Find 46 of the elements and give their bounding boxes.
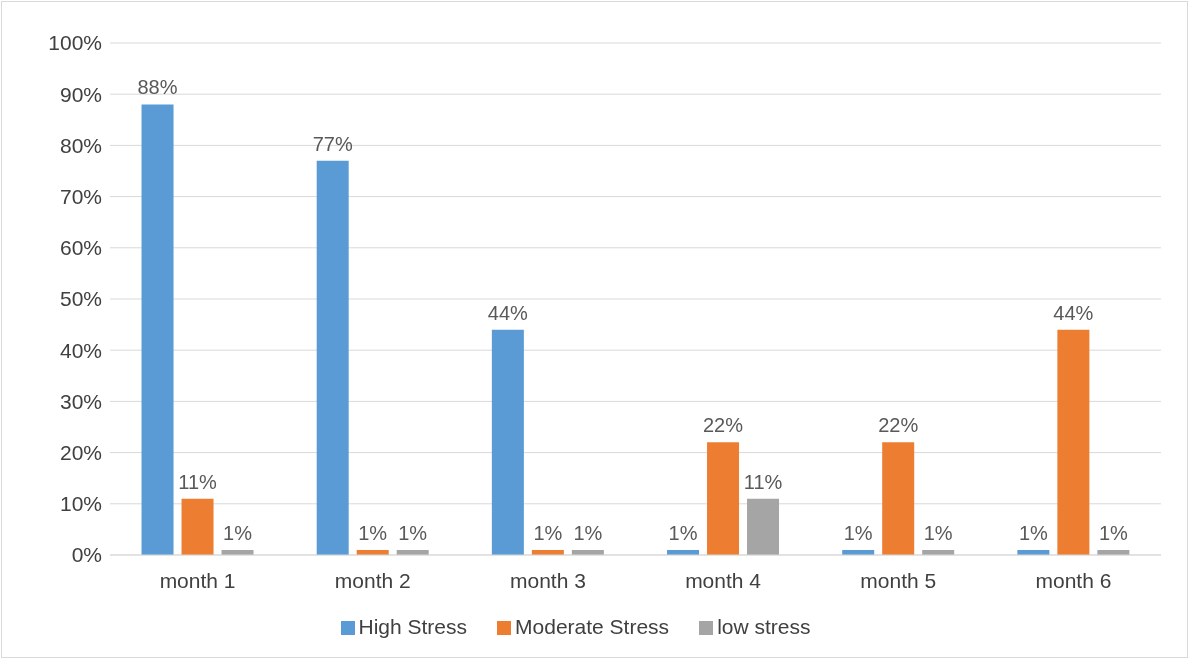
x-tick-label: month 3: [509, 568, 586, 592]
data-label: 44%: [487, 301, 529, 324]
bar: [181, 498, 214, 555]
bar: [707, 442, 740, 555]
data-label: 11%: [178, 470, 218, 493]
data-label: 1%: [923, 521, 953, 544]
data-label: 1%: [843, 521, 873, 544]
bar: [491, 329, 524, 555]
data-label: 1%: [668, 521, 698, 544]
data-label: 11%: [743, 470, 783, 493]
bar: [882, 442, 915, 555]
data-label: 1%: [1098, 521, 1129, 544]
y-tick-label: 90%: [59, 82, 102, 106]
bar: [1057, 329, 1090, 555]
bar: [316, 160, 349, 555]
y-tick-label: 10%: [59, 492, 102, 516]
data-label: 1%: [533, 521, 563, 544]
y-tick-label: 60%: [59, 236, 102, 260]
y-tick-label: 70%: [59, 185, 102, 209]
data-label: 1%: [358, 521, 388, 544]
data-label: 1%: [398, 521, 428, 544]
y-tick-label: 50%: [59, 287, 102, 311]
legend-label: High Stress: [358, 615, 468, 638]
data-label: 44%: [1053, 301, 1094, 324]
x-tick-label: month 5: [860, 568, 937, 592]
y-tick-label: 20%: [59, 441, 102, 465]
legend-label: low stress: [717, 615, 811, 638]
data-label: 88%: [137, 76, 178, 99]
y-tick-label: 0%: [71, 543, 102, 567]
x-tick-label: month 1: [159, 568, 236, 592]
legend-label: Moderate Stress: [515, 615, 670, 638]
y-tick-label: 80%: [59, 133, 102, 157]
bar: [747, 498, 780, 555]
data-label: 1%: [1018, 521, 1049, 544]
bar: [141, 104, 174, 555]
x-tick-label: month 2: [334, 568, 411, 592]
x-tick-label: month 6: [1035, 568, 1112, 592]
data-label: 1%: [223, 521, 253, 544]
y-tick-label: 100%: [48, 31, 102, 55]
data-label: 1%: [573, 521, 603, 544]
x-tick-label: month 4: [685, 568, 762, 592]
data-label: 22%: [703, 414, 744, 437]
data-label: 22%: [878, 414, 919, 437]
data-label: 77%: [312, 132, 353, 155]
y-tick-label: 30%: [59, 389, 102, 413]
y-tick-label: 40%: [59, 338, 102, 362]
